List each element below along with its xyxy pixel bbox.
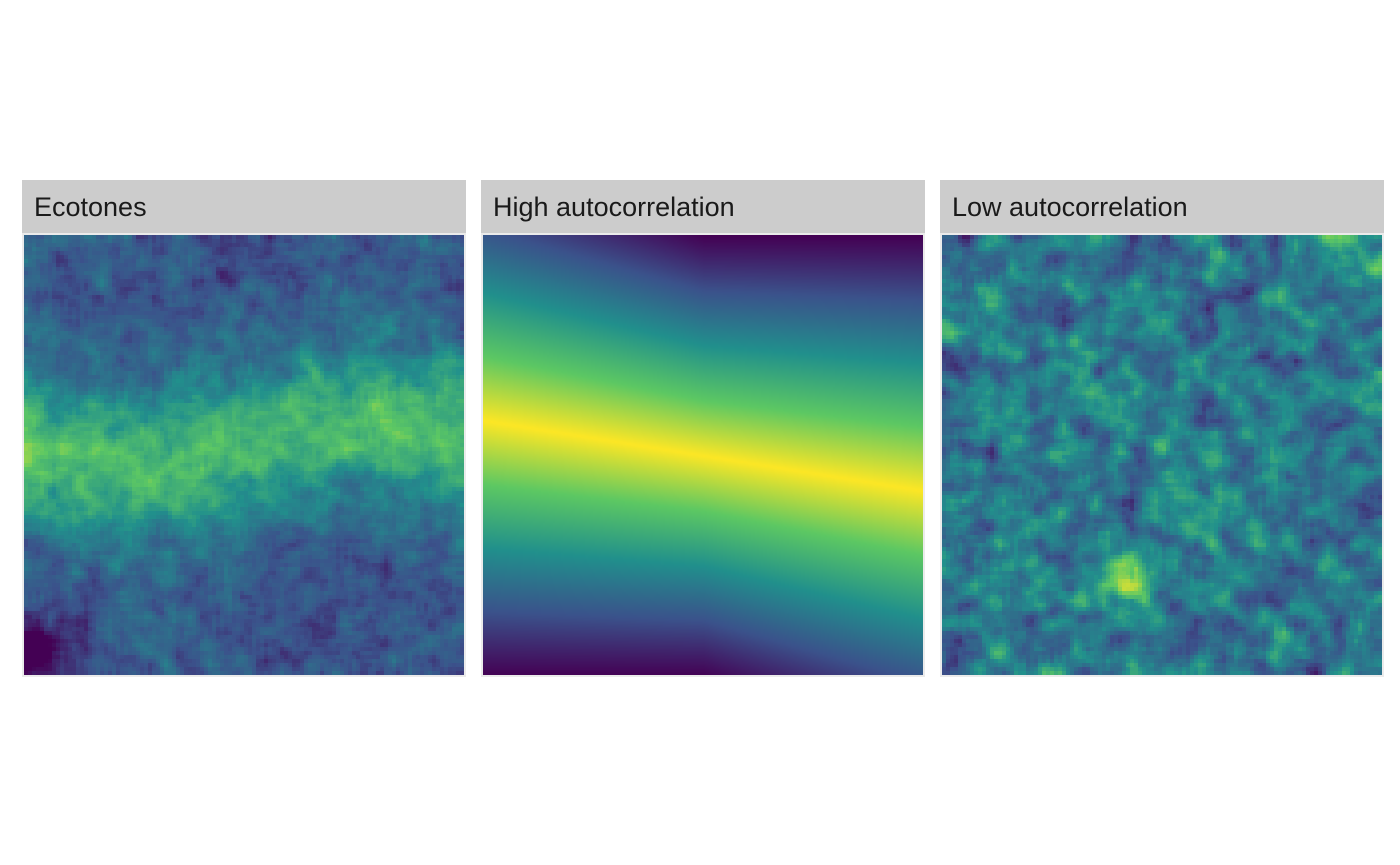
facet-strip: Low autocorrelation [940, 180, 1384, 233]
facet-panel-ecotones: Ecotones [22, 180, 466, 677]
heatmap-plot [22, 233, 466, 677]
facet-strip: Ecotones [22, 180, 466, 233]
facet-title: Low autocorrelation [952, 192, 1188, 222]
facet-title: High autocorrelation [493, 192, 735, 222]
heatmap-plot [940, 233, 1384, 677]
facet-panel-high-autocorrelation: High autocorrelation [481, 180, 925, 677]
heatmap-raster-low-autocorrelation [942, 235, 1382, 675]
facet-title: Ecotones [34, 192, 147, 222]
heatmap-raster-ecotones [24, 235, 464, 675]
heatmap-raster-high-autocorrelation [483, 235, 923, 675]
facet-strip: High autocorrelation [481, 180, 925, 233]
facet-panel-low-autocorrelation: Low autocorrelation [940, 180, 1384, 677]
heatmap-plot [481, 233, 925, 677]
